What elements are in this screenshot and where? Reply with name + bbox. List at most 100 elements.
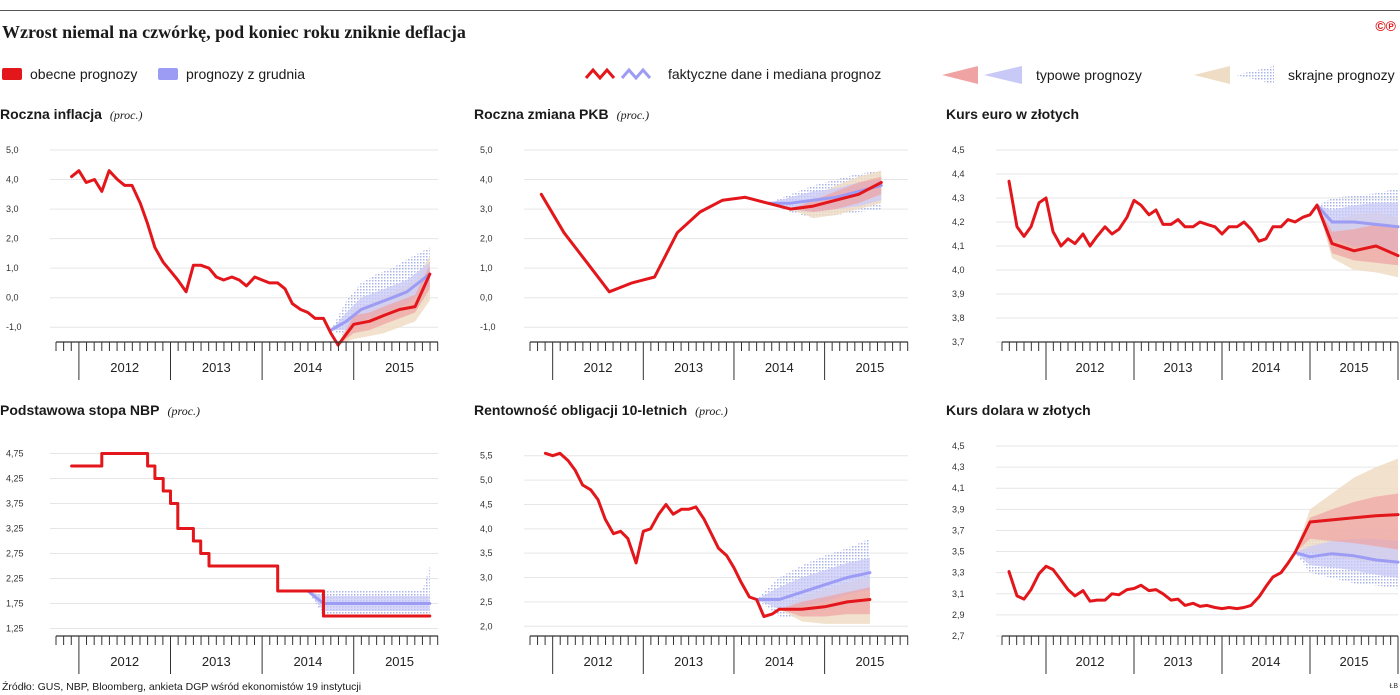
current-median-line [777, 598, 872, 611]
bonds-chart: 2,0 2,5 3,0 3,5 4,0 4,5 5,0 5,5 2012 2013 2014 2015 [480, 451, 909, 674]
typical-range-december [1295, 538, 1398, 578]
legend-actual: faktyczne dane i mediana prognoz [584, 66, 881, 82]
y-tick-label: 4,0 [480, 175, 493, 185]
inflation-chart: -1,0 0,0 1,0 2,0 3,0 4,0 5,0 2012 2013 2014 2015 [6, 145, 439, 380]
y-tick-label: 3,5 [952, 547, 965, 557]
rate-chart: 1,25 1,75 2,25 2,75 3,25 3,75 4,25 4,75 2012 2013… [6, 449, 439, 674]
y-tick-label: 4,4 [952, 169, 965, 179]
actual-data-line [70, 452, 356, 618]
y-tick-label: 4,2 [952, 217, 965, 227]
y-tick-label: 3,7 [952, 525, 965, 535]
x-tick-label: 2014 [765, 654, 794, 669]
panel-bonds-unit: (proc.) [695, 404, 728, 418]
panel-euro-title-text: Kurs euro w złotych [946, 106, 1080, 122]
legend-actual-label: faktyczne dane i mediana prognoz [668, 66, 882, 82]
source-note: Źródło: GUS, NBP, Bloomberg, ankieta DGP… [2, 681, 362, 693]
y-tick-label: 1,0 [480, 263, 493, 273]
top-rule [0, 10, 1400, 11]
x-tick-label: 2014 [765, 360, 794, 375]
panel-dollar-title: Kurs dolara w złotych [946, 402, 1091, 418]
panel-gdp-title: Roczna zmiana PKB (proc.) [474, 106, 649, 123]
x-tick-label: 2012 [110, 654, 139, 669]
legend: obecne prognozy prognozy z grudnia fakty… [0, 66, 1400, 86]
y-tick-label: 2,5 [480, 597, 493, 607]
december-median-line [766, 183, 883, 205]
typical-range-december [307, 591, 430, 611]
panel-inflation: Roczna inflacja (proc.) -1,0 0,0 1,0 2,0 3,0 4… [0, 106, 450, 386]
y-tick-label: 3,0 [6, 204, 19, 214]
y-tick-label: 3,25 [6, 524, 24, 534]
legend-extreme-bands-icon [1194, 66, 1274, 84]
x-tick-label: 2015 [1340, 654, 1369, 669]
x-tick-label: 2012 [1076, 654, 1105, 669]
panel-euro-title: Kurs euro w złotych [946, 106, 1079, 122]
panel-gdp-title-text: Roczna zmiana PKB [474, 106, 609, 122]
y-tick-label: 4,0 [952, 265, 965, 275]
y-tick-label: 4,1 [952, 483, 965, 493]
y-tick-label: 4,5 [480, 499, 493, 509]
actual-data-line [543, 451, 781, 618]
panel-euro: Kurs euro w złotych 3,7 3,8 3,9 4,0 4,1 4,2 4,… [946, 106, 1400, 386]
panel-rate-unit: (proc.) [167, 404, 201, 418]
current-median-line [1293, 513, 1400, 555]
page-title: Wzrost niemal na czwórkę, pod koniec rok… [2, 22, 466, 42]
y-tick-label: -1,0 [6, 322, 22, 332]
actual-data-line [539, 192, 793, 294]
panel-rate-title-text: Podstawowa stopa NBP [0, 402, 160, 418]
y-tick-label: 3,75 [6, 499, 24, 509]
x-tick-label: 2012 [584, 360, 613, 375]
current-median-line [789, 181, 883, 211]
y-tick-label: 2,7 [952, 631, 965, 641]
y-tick-label: 3,7 [952, 337, 965, 347]
typical-range-current [1317, 205, 1398, 266]
panel-inflation-title-text: Roczna inflacja [0, 106, 102, 122]
y-tick-label: 5,0 [6, 145, 19, 155]
y-tick-label: 4,3 [952, 193, 965, 203]
actual-data-line [1007, 551, 1297, 611]
legend-current: obecne prognozy [2, 66, 137, 82]
y-tick-label: 5,0 [480, 145, 493, 155]
y-tick-label: 3,1 [952, 589, 965, 599]
y-tick-label: 4,5 [952, 441, 965, 451]
y-tick-label: 2,75 [6, 549, 24, 559]
y-tick-label: 2,0 [480, 621, 493, 631]
y-tick-label: 5,5 [480, 451, 493, 461]
x-tick-label: 2015 [385, 360, 414, 375]
actual-data-line [1007, 179, 1319, 248]
legend-typical-label: typowe prognozy [1036, 67, 1142, 83]
typical-range-current [790, 176, 882, 213]
y-tick-label: 5,0 [480, 475, 493, 485]
x-tick-label: 2013 [1164, 360, 1193, 375]
panel-inflation-title: Roczna inflacja (proc.) [0, 106, 142, 123]
typical-range-current [1295, 493, 1398, 553]
author-credit: ŁB [1389, 683, 1398, 690]
x-tick-label: 2015 [385, 654, 414, 669]
y-tick-label: 3,0 [480, 204, 493, 214]
y-tick-label: 4,0 [480, 524, 493, 534]
legend-current-label: obecne prognozy [30, 66, 138, 82]
legend-extreme: skrajne prognozy [1192, 66, 1395, 84]
y-tick-label: 4,75 [6, 449, 24, 459]
y-tick-label: 1,25 [6, 624, 24, 634]
x-tick-label: 2012 [584, 654, 613, 669]
x-tick-label: 2013 [202, 360, 231, 375]
y-tick-label: 4,0 [6, 175, 19, 185]
panel-bonds-title-text: Rentowność obligacji 10-letnich [474, 402, 688, 418]
euro-chart: 3,7 3,8 3,9 4,0 4,1 4,2 4,3 4,4 4,5 2012 2013 2014 2… [952, 145, 1400, 380]
x-tick-label: 2014 [293, 360, 322, 375]
y-tick-label: 3,0 [480, 573, 493, 583]
gdp-chart: -1,0 0,0 1,0 2,0 3,0 4,0 5,0 2012 2013 2014 2015 [480, 145, 909, 380]
x-tick-label: 2014 [1252, 654, 1281, 669]
typical-range-current [338, 265, 430, 345]
legend-typical: typowe prognozy [940, 66, 1142, 84]
y-tick-label: 2,0 [6, 234, 19, 244]
publisher-logo: ©℗ [1375, 18, 1396, 34]
panel-gdp-unit: (proc.) [616, 108, 650, 122]
dollar-chart: 2,7 2,9 3,1 3,3 3,5 3,7 3,9 4,1 4,3 4,5 2012 2013 20… [952, 441, 1400, 674]
december-median-line [1315, 203, 1400, 229]
y-tick-label: 0,0 [480, 293, 493, 303]
y-tick-label: 4,1 [952, 241, 965, 251]
y-tick-label: 3,3 [952, 568, 965, 578]
y-tick-label: -1,0 [480, 322, 496, 332]
panel-inflation-unit: (proc.) [109, 108, 143, 122]
